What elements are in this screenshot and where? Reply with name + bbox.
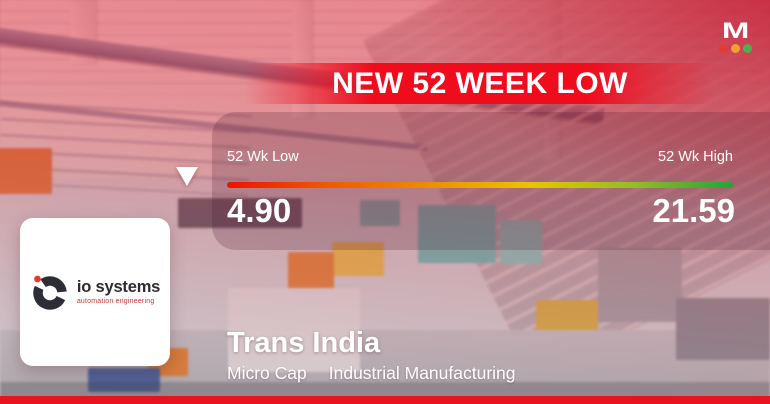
brand-dot-red <box>718 44 728 53</box>
brand-dot-orange <box>730 44 740 53</box>
high-value: 21.59 <box>652 192 735 229</box>
range-panel <box>212 112 770 250</box>
company-logo-text: io systems <box>76 278 161 296</box>
low-label: 52 Wk Low <box>227 149 299 165</box>
range-gradient-bar <box>227 182 733 188</box>
brand-logo: M <box>713 20 757 53</box>
headline-text: NEW 52 WEEK LOW <box>332 66 628 100</box>
price-marker-down-triangle-icon <box>176 167 198 186</box>
company-name: Trans India <box>227 327 381 359</box>
company-logo-subtext: automation engineering <box>76 298 155 305</box>
headline-banner: NEW 52 WEEK LOW <box>245 63 715 104</box>
high-label: 52 Wk High <box>658 149 733 165</box>
company-logo-mark-icon <box>33 275 67 310</box>
range-values: 4.90 21.59 <box>227 192 735 230</box>
bottom-accent-bar <box>0 396 770 404</box>
sector-label: Industrial Manufacturing <box>328 363 516 383</box>
brand-dots-icon <box>713 44 757 53</box>
market-cap-label: Micro Cap <box>227 363 307 383</box>
brand-dot-green <box>742 44 752 53</box>
low-value: 4.90 <box>227 192 292 229</box>
company-logo-card: io systems automation engineering <box>20 218 170 366</box>
company-meta: Micro Cap Industrial Manufacturing <box>227 363 516 384</box>
range-labels: 52 Wk Low 52 Wk High <box>227 149 733 165</box>
brand-m-letter: M <box>721 18 749 44</box>
